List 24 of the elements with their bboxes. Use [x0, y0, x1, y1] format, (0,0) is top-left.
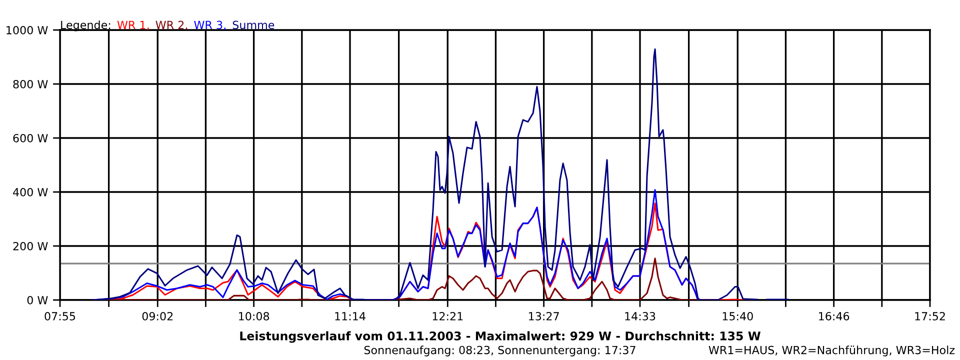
text: Summe [232, 20, 274, 30]
y-tick-label: 600 W [13, 134, 48, 142]
text: WR 1, [117, 20, 149, 30]
x-tick-label: 13:27 [529, 312, 559, 320]
y-tick-label: 200 W [13, 242, 48, 250]
x-tick-label: 12:21 [432, 312, 463, 320]
text: Sonnenaufgang: 08:23, Sonnenuntergang: 17:37 [364, 346, 636, 356]
text: WR 3, [194, 20, 226, 30]
text: WR 2, [156, 20, 188, 30]
x-tick-label: 09:02 [142, 312, 173, 320]
x-tick-label: 07:55 [44, 312, 76, 320]
x-tick-label: 16:46 [819, 312, 850, 320]
x-tick-label: 14:33 [625, 312, 656, 320]
text: Leistungsverlauf vom 01.11.2003 - Maximalwert: 929 W - Durchschnitt: 135 W [240, 331, 761, 343]
y-tick-label: 800 W [13, 80, 48, 88]
legend-title: Legende: [61, 20, 110, 32]
x-tick-label: 17:52 [915, 312, 945, 320]
x-tick-label: 11:14 [335, 312, 366, 320]
x-tick-label: 10:08 [239, 312, 270, 320]
y-tick-label: 400 W [13, 188, 48, 196]
y-tick-label: 1000 W [6, 26, 48, 34]
text: WR1=HAUS, WR2=Nachführung, WR3=Holz [708, 346, 955, 356]
y-tick-label: 0 W [27, 296, 48, 304]
x-tick-label: 15:40 [722, 312, 753, 320]
